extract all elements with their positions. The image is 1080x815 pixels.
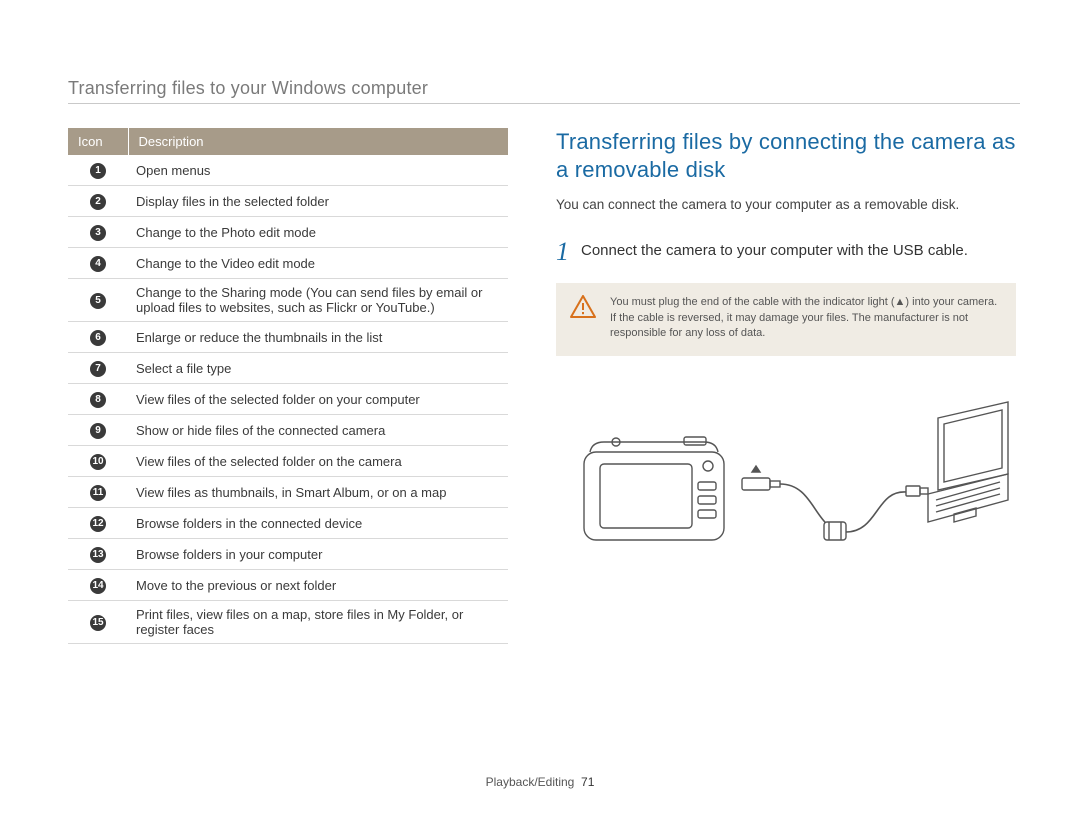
row-number-badge: 13	[90, 547, 106, 563]
row-description: Change to the Photo edit mode	[128, 217, 508, 248]
row-number-badge: 10	[90, 454, 106, 470]
row-number-badge: 7	[90, 361, 106, 377]
step-1: 1 Connect the camera to your computer wi…	[556, 239, 1016, 265]
row-number-badge: 9	[90, 423, 106, 439]
step-text: Connect the camera to your computer with…	[581, 239, 968, 265]
table-row: 5 Change to the Sharing mode (You can sen…	[68, 279, 508, 322]
row-description: Display files in the selected folder	[128, 186, 508, 217]
step-number: 1	[556, 239, 569, 265]
table-row: 11 View files as thumbnails, in Smart Alb…	[68, 477, 508, 508]
row-description: Browse folders in the connected device	[128, 508, 508, 539]
table-row: 7 Select a file type	[68, 353, 508, 384]
row-description: View files as thumbnails, in Smart Album…	[128, 477, 508, 508]
table-row: 10 View files of the selected folder on t…	[68, 446, 508, 477]
row-number-badge: 6	[90, 330, 106, 346]
caution-box: You must plug the end of the cable with …	[556, 283, 1016, 357]
table-row: 8 View files of the selected folder on yo…	[68, 384, 508, 415]
row-number-badge: 5	[90, 293, 106, 309]
row-description: Show or hide files of the connected came…	[128, 415, 508, 446]
table-row: 2 Display files in the selected folder	[68, 186, 508, 217]
row-number-badge: 1	[90, 163, 106, 179]
row-description: Browse folders in your computer	[128, 539, 508, 570]
table-row: 6 Enlarge or reduce the thumbnails in the…	[68, 322, 508, 353]
table-row: 12 Browse folders in the connected device	[68, 508, 508, 539]
footer-page-number: 71	[581, 775, 594, 789]
footer-section: Playback/Editing	[486, 775, 575, 789]
row-number-badge: 3	[90, 225, 106, 241]
table-row: 13 Browse folders in your computer	[68, 539, 508, 570]
section-intro-text: You can connect the camera to your compu…	[556, 195, 1016, 215]
table-header-icon: Icon	[68, 128, 128, 155]
right-column: Transferring files by connecting the cam…	[556, 128, 1016, 644]
manual-page: Transferring files to your Windows compu…	[0, 0, 1080, 815]
row-description: Enlarge or reduce the thumbnails in the …	[128, 322, 508, 353]
camera-usb-laptop-illustration	[556, 382, 1016, 562]
table-row: 3 Change to the Photo edit mode	[68, 217, 508, 248]
icon-description-table: Icon Description 1 Open menus 2 Display fi…	[68, 128, 508, 644]
table-row: 4 Change to the Video edit mode	[68, 248, 508, 279]
row-number-badge: 8	[90, 392, 106, 408]
row-description: Move to the previous or next folder	[128, 570, 508, 601]
table-header-description: Description	[128, 128, 508, 155]
table-row: 15 Print files, view files on a map, stor…	[68, 601, 508, 644]
table-row: 1 Open menus	[68, 155, 508, 186]
row-description: Change to the Sharing mode (You can send…	[128, 279, 508, 322]
row-description: Change to the Video edit mode	[128, 248, 508, 279]
row-number-badge: 12	[90, 516, 106, 532]
row-number-badge: 15	[90, 615, 106, 631]
row-number-badge: 4	[90, 256, 106, 272]
table-header-row: Icon Description	[68, 128, 508, 155]
table-row: 14 Move to the previous or next folder	[68, 570, 508, 601]
header-divider	[68, 103, 1020, 104]
caution-text: You must plug the end of the cable with …	[610, 295, 998, 343]
row-description: Open menus	[128, 155, 508, 186]
row-description: View files of the selected folder on you…	[128, 384, 508, 415]
row-description: Select a file type	[128, 353, 508, 384]
row-number-badge: 14	[90, 578, 106, 594]
two-column-layout: Icon Description 1 Open menus 2 Display fi…	[68, 128, 1020, 644]
section-heading: Transferring files by connecting the cam…	[556, 128, 1016, 183]
row-number-badge: 11	[90, 485, 106, 501]
row-description: Print files, view files on a map, store …	[128, 601, 508, 644]
row-description: View files of the selected folder on the…	[128, 446, 508, 477]
left-column: Icon Description 1 Open menus 2 Display fi…	[68, 128, 508, 644]
warning-triangle-icon	[570, 295, 596, 324]
page-header-title: Transferring files to your Windows compu…	[68, 78, 1020, 99]
row-number-badge: 2	[90, 194, 106, 210]
table-row: 9 Show or hide files of the connected cam…	[68, 415, 508, 446]
page-footer: Playback/Editing 71	[0, 775, 1080, 789]
